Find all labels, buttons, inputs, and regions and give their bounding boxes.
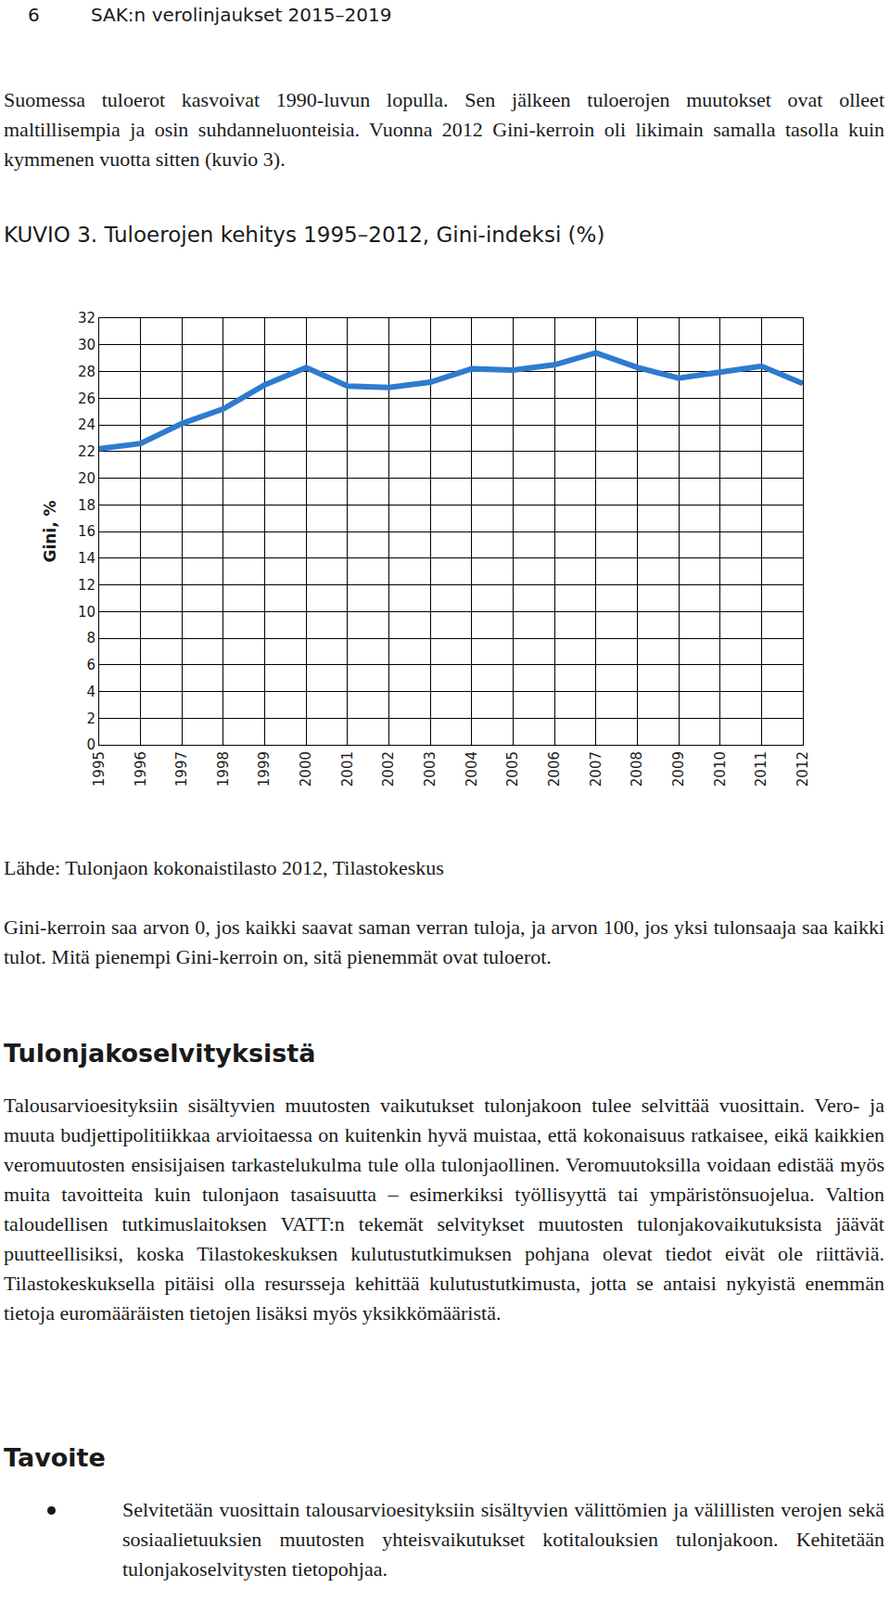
svg-text:12: 12 (77, 576, 96, 594)
svg-text:2002: 2002 (380, 750, 397, 787)
html-text:Talousarvioesityksiin sisältyv: Talousarvioesityksiin sisältyvien muutos… (3, 1093, 885, 1324)
svg-text:22: 22 (77, 443, 96, 460)
svg-text:8: 8 (86, 629, 96, 647)
svg-text:2: 2 (86, 710, 96, 727)
svg-text:1998: 1998 (215, 750, 232, 787)
svg-text:10: 10 (77, 603, 96, 621)
svg-text:2011: 2011 (752, 750, 770, 787)
svg-text:4: 4 (86, 683, 96, 700)
html-text:Lähde: Tulonjaon kokonaistilas: Lähde: Tulonjaon kokonaistilasto 2012, T… (3, 855, 444, 879)
svg-text:1999: 1999 (255, 750, 273, 787)
html-text:Suomessa tuloerot kasvoivat 19: Suomessa tuloerot kasvoivat 1990-luvun l… (3, 88, 885, 171)
svg-text:2010: 2010 (712, 750, 729, 787)
svg-text:2004: 2004 (463, 750, 481, 787)
svg-text:1995: 1995 (90, 750, 108, 787)
svg-text:18: 18 (77, 496, 96, 514)
svg-text:2007: 2007 (587, 750, 605, 787)
svg-text:1997: 1997 (173, 750, 191, 787)
svg-text:30: 30 (77, 336, 96, 354)
html-text:SAK:n verolinjaukset 2015–2019: SAK:n verolinjaukset 2015–2019 (90, 3, 392, 26)
svg-text:26: 26 (77, 390, 96, 407)
svg-text:32: 32 (77, 309, 96, 327)
html-text:Tulonjakoselvityksistä: Tulonjakoselvityksistä (3, 1038, 316, 1068)
svg-text:2000: 2000 (297, 750, 315, 787)
svg-text:2001: 2001 (339, 750, 356, 787)
svg-text:20: 20 (77, 470, 96, 487)
svg-text:2006: 2006 (546, 750, 563, 787)
svg-text:1996: 1996 (132, 750, 150, 787)
html-text:Selvitetään vuosittain talousa: Selvitetään vuosittain talousarvioesityk… (122, 1497, 885, 1580)
svg-text:0: 0 (86, 736, 96, 753)
svg-text:24: 24 (77, 416, 96, 433)
svg-text:6: 6 (86, 656, 96, 674)
html-text:6: 6 (27, 3, 40, 26)
svg-text:2008: 2008 (628, 750, 646, 787)
html-text:KUVIO 3. Tuloerojen kehitys 19: KUVIO 3. Tuloerojen kehitys 1995–2012, G… (3, 222, 605, 247)
svg-text:28: 28 (77, 363, 96, 381)
svg-text:14: 14 (77, 549, 96, 567)
html-text:Gini-kerroin saa arvon 0, jos: Gini-kerroin saa arvon 0, jos kaikki saa… (3, 915, 885, 968)
svg-text:2003: 2003 (421, 750, 439, 787)
html-text:Tavoite: Tavoite (3, 1442, 106, 1472)
svg-text:2005: 2005 (504, 750, 522, 787)
svg-text:Gini, %: Gini, % (40, 499, 60, 562)
svg-text:2012: 2012 (794, 750, 812, 787)
svg-text:2009: 2009 (670, 750, 687, 787)
svg-text:16: 16 (77, 522, 96, 540)
